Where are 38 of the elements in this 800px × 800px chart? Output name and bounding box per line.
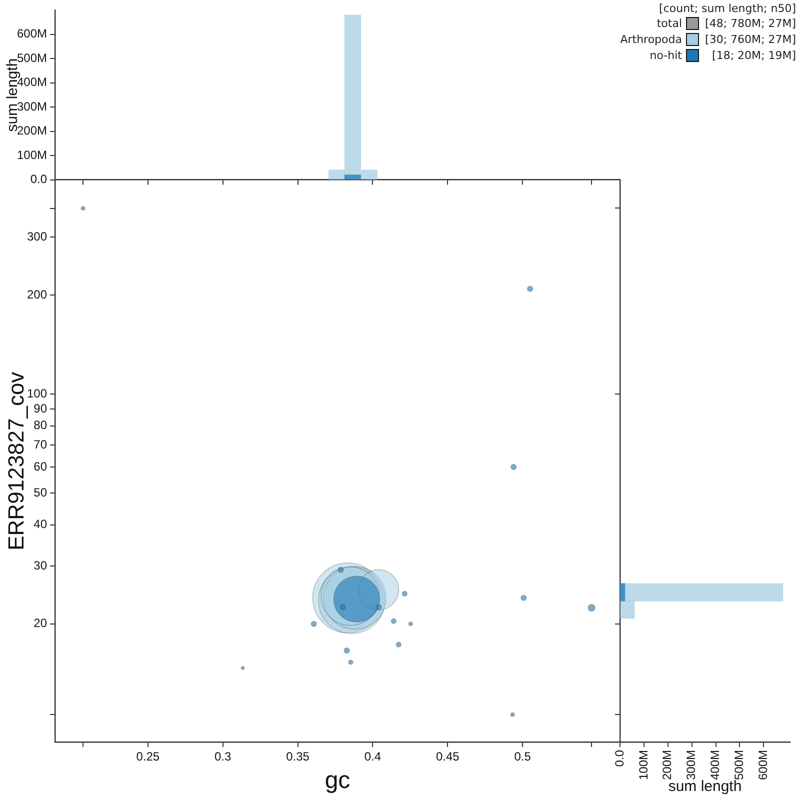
- y-tick-label: 100M: [16, 148, 47, 162]
- x-tick-label: 0.4: [364, 749, 382, 764]
- y-tick-label: 80: [34, 418, 48, 432]
- text: [48; 780M; 27M]: [704, 16, 796, 30]
- x-tick-label: 0.45: [436, 749, 460, 764]
- x-tick-label: 200M: [660, 750, 674, 780]
- x-tick-label: 0.3: [214, 749, 232, 764]
- legend-label: no-hit: [650, 48, 683, 62]
- x-tick-label: 600M: [756, 750, 770, 780]
- y-tick-label: 40: [34, 517, 48, 532]
- text: [30; 760M; 27M]: [704, 32, 796, 46]
- x-tick-label: 0.0: [612, 750, 626, 767]
- y-tick-label: 200: [26, 287, 48, 302]
- y-tick-label: 300: [26, 229, 48, 244]
- x-tick-label: 400M: [708, 750, 722, 780]
- x-tick-label: 500M: [732, 750, 746, 780]
- x-tick-label: 0.25: [136, 749, 160, 764]
- y-tick-label: 70: [34, 437, 48, 452]
- y-tick-label: 0.0: [30, 172, 48, 186]
- text: total: [656, 16, 683, 30]
- x-tick-label: 0.35: [286, 749, 310, 764]
- y-tick-label: 200M: [16, 123, 47, 138]
- y-tick-label: 50: [34, 485, 48, 500]
- x-axis-title: gc: [324, 767, 350, 794]
- y-tick-label: 30: [34, 558, 48, 572]
- y-tick-label: 90: [34, 401, 48, 416]
- y-tick-label: 300M: [16, 99, 47, 114]
- y-tick-label: 20: [34, 616, 48, 630]
- legend-title: [count; sum length; n50]: [658, 2, 796, 15]
- y-tick-label: 60: [34, 459, 48, 474]
- text: [18; 20M; 19M]: [711, 48, 796, 62]
- y-tick-label: 100: [26, 386, 48, 400]
- y-axis-title: ERR9123827_cov: [3, 372, 28, 550]
- y-tick-label: 600M: [16, 26, 47, 41]
- x-tick-label: 100M: [636, 750, 650, 780]
- x-tick-label: 0.5: [514, 749, 532, 764]
- x-tick-label: 300M: [684, 750, 698, 780]
- legend-label: Arthropoda: [620, 32, 683, 46]
